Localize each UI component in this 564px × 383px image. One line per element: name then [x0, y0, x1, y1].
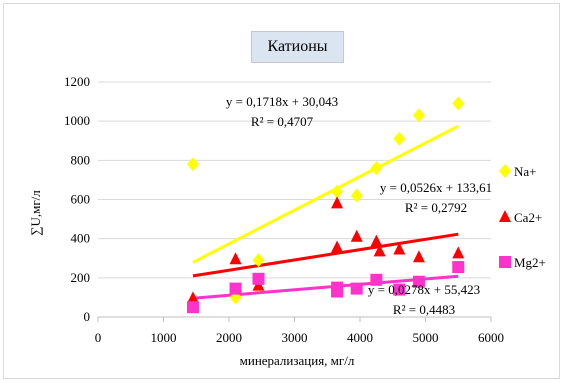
data-point-Na+ — [412, 108, 425, 123]
legend: Na+ Ca2+ Mg2+ — [499, 164, 546, 270]
legend-marker-Ca2+ — [499, 210, 511, 222]
data-point-Na+ — [331, 184, 344, 199]
legend-label: Mg2+ — [514, 255, 546, 270]
x-tick-label: 0 — [95, 330, 102, 345]
data-points — [186, 96, 465, 314]
data-point-Na+ — [252, 253, 265, 268]
trendline-r-squared: R² = 0,2792 — [405, 200, 467, 215]
data-point-Mg2+ — [393, 283, 406, 296]
data-point-Na+ — [452, 96, 465, 111]
data-point-Ca2+ — [412, 250, 425, 263]
data-point-Mg2+ — [331, 281, 344, 294]
data-point-Mg2+ — [370, 273, 383, 286]
legend-label: Ca2+ — [514, 210, 542, 225]
x-tick-label: 2000 — [216, 330, 242, 345]
trendline-equation: y = 0,0278x + 55,423 — [368, 282, 480, 297]
y-tick-label: 1200 — [64, 74, 90, 89]
x-axis-title: минерализация, мг/л — [240, 353, 355, 368]
y-tick-label: 600 — [71, 192, 91, 207]
trendline-r-squared: R² = 0,4483 — [393, 302, 455, 317]
y-tick-label: 1000 — [64, 113, 90, 128]
data-point-Ca2+ — [186, 291, 199, 304]
trendline-equation: y = 0,0526x + 133,61 — [380, 180, 492, 195]
legend-label: Na+ — [514, 164, 537, 179]
chart-title: Катионы — [251, 31, 344, 63]
data-point-Ca2+ — [229, 252, 242, 265]
data-point-Ca2+ — [393, 242, 406, 255]
axes: 0 200 400 600 800 1000 1200 0 1000 2000 3000 4000 50… — [64, 74, 504, 345]
data-point-Mg2+ — [350, 282, 363, 295]
data-point-Ca2+ — [331, 196, 344, 209]
trendline-r-squared: R² = 0,4707 — [251, 114, 314, 129]
data-point-Na+ — [186, 157, 199, 172]
x-tick-label: 3000 — [282, 330, 308, 345]
data-point-Na+ — [350, 188, 363, 203]
trendline-labels: y = 0,1718x + 30,043 R² = 0,4707 y = 0,052… — [226, 94, 492, 317]
data-point-Na+ — [393, 131, 406, 146]
data-point-Mg2+ — [229, 282, 242, 295]
data-point-Na+ — [370, 161, 383, 176]
x-tick-label: 4000 — [347, 330, 373, 345]
trendline-equation: y = 0,1718x + 30,043 — [226, 94, 338, 109]
trendline-Ca2+ — [192, 232, 459, 278]
data-point-Ca2+ — [452, 246, 465, 259]
legend-marker-Na+ — [499, 164, 511, 178]
y-tick-label: 0 — [84, 309, 91, 324]
data-point-Ca2+ — [373, 244, 386, 257]
data-point-Mg2+ — [186, 301, 199, 314]
y-tick-label: 200 — [71, 270, 91, 285]
x-tick-label: 5000 — [413, 330, 439, 345]
data-point-Mg2+ — [452, 261, 465, 274]
x-tick-label: 6000 — [478, 330, 504, 345]
legend-marker-Mg2+ — [499, 256, 511, 268]
trendline-Na+ — [192, 124, 459, 264]
y-axis-title: ∑U,мг/л — [28, 190, 43, 236]
y-tick-label: 800 — [71, 152, 91, 167]
data-point-Ca2+ — [331, 240, 344, 253]
chart-area — [3, 3, 560, 379]
data-point-Mg2+ — [252, 272, 265, 285]
y-tick-label: 400 — [71, 231, 91, 246]
data-point-Mg2+ — [412, 275, 425, 288]
data-point-Ca2+ — [350, 229, 363, 242]
data-point-Ca2+ — [370, 234, 383, 247]
x-tick-label: 1000 — [151, 330, 177, 345]
